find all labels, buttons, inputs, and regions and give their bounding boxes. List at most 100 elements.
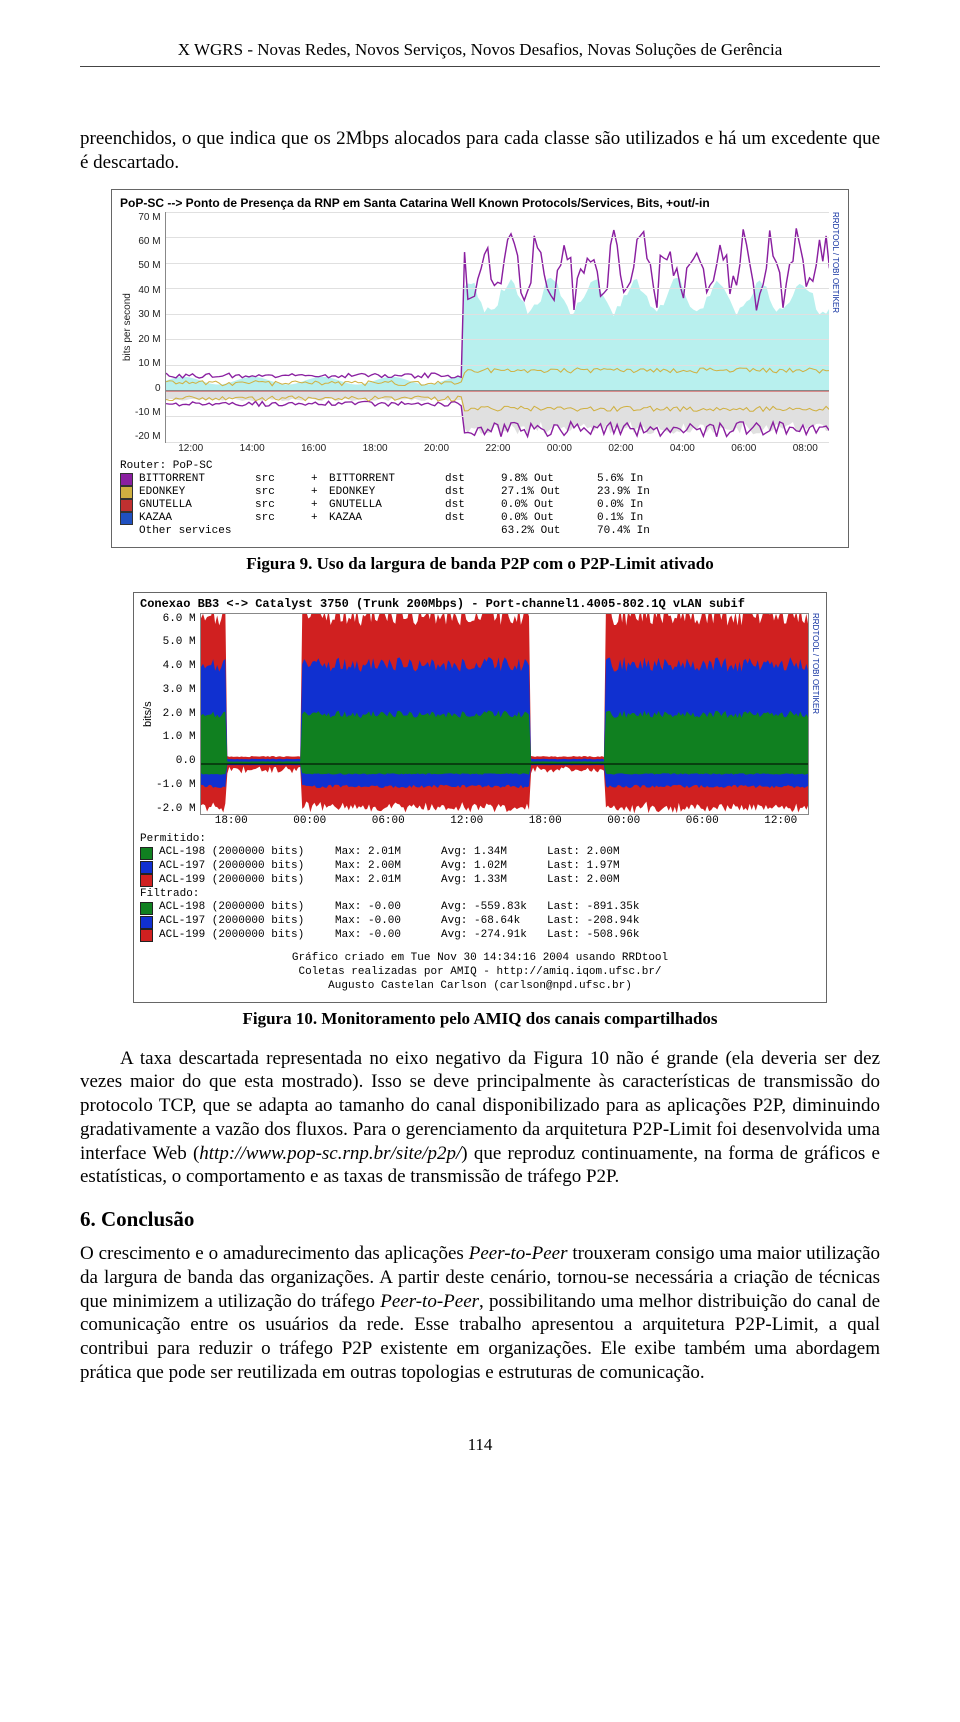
chart2-xaxis: 18:0000:0006:0012:0018:0000:0006:0012:00 xyxy=(140,815,820,827)
legend-avg: Avg: 1.02M xyxy=(441,860,541,874)
chart2-ytick: 1.0 M xyxy=(156,731,196,743)
chart1-legend-other: Other services xyxy=(139,525,249,538)
legend-dst: dst xyxy=(445,473,495,486)
chart1-ytick: -10 M xyxy=(135,407,161,418)
legend-name2: BITTORRENT xyxy=(329,473,439,486)
legend-out: 0.0% Out xyxy=(501,512,591,525)
legend-swatch xyxy=(140,929,153,942)
legend-in: 23.9% In xyxy=(597,486,677,499)
legend-in: 0.0% In xyxy=(597,499,677,512)
legend-out: 9.8% Out xyxy=(501,473,591,486)
legend-avg: Avg: -559.83k xyxy=(441,901,541,915)
chart2-ytick: 2.0 M xyxy=(156,708,196,720)
chart2-ytick: 6.0 M xyxy=(156,613,196,625)
legend-avg: Avg: -274.91k xyxy=(441,929,541,943)
legend-name: EDONKEY xyxy=(139,486,249,499)
chart1-legend-router: Router: PoP-SC xyxy=(120,460,230,473)
chart2-xtick: 12:00 xyxy=(742,815,821,827)
p3-a: O crescimento e o amadurecimento das apl… xyxy=(80,1243,469,1264)
chart1-ytick: 60 M xyxy=(135,236,161,247)
chart2-footer-2: Coletas realizadas por AMIQ - http://ami… xyxy=(140,965,820,979)
legend-last: Last: -891.35k xyxy=(547,901,647,915)
legend-src: src xyxy=(255,499,305,512)
chart2-plot xyxy=(200,613,809,815)
chart2-xtick: 18:00 xyxy=(506,815,585,827)
p3-i2: Peer-to-Peer xyxy=(380,1291,479,1312)
chart2-legend-row: ACL-198 (2000000 bits)Max: 2.01MAvg: 1.3… xyxy=(140,846,820,860)
chart1-xtick: 02:00 xyxy=(590,443,651,454)
legend-last: Last: 1.97M xyxy=(547,860,647,874)
running-head: X WGRS - Novas Redes, Novos Serviços, No… xyxy=(80,40,880,66)
section-6-title: 6. Conclusão xyxy=(80,1207,880,1232)
chart2-legend-row: ACL-197 (2000000 bits) Max: 2.00M Avg: 1.0… xyxy=(140,860,820,874)
legend-swatch xyxy=(120,486,133,499)
legend-dst: dst xyxy=(445,499,495,512)
legend-in: 0.1% In xyxy=(597,512,677,525)
legend-swatch xyxy=(140,916,153,929)
legend-dst: dst xyxy=(445,512,495,525)
chart2-xtick: 06:00 xyxy=(349,815,428,827)
chart1-xtick: 06:00 xyxy=(713,443,774,454)
legend-max: Max: -0.00 xyxy=(335,901,435,915)
chart2-filt-header: Filtrado: xyxy=(140,888,820,902)
chart1-legend-row: BITTORRENTsrc+BITTORRENTdst9.8% Out5.6% … xyxy=(120,473,840,486)
chart2-xtick: 00:00 xyxy=(271,815,350,827)
chart2-ylabel: bits/s xyxy=(140,613,156,815)
legend-swatch xyxy=(120,499,133,512)
chart2-ytick: 4.0 M xyxy=(156,660,196,672)
chart2-right-label: RRDTOOL / TOBI OETIKER xyxy=(809,613,820,815)
paragraph-3: O crescimento e o amadurecimento das apl… xyxy=(80,1242,880,1385)
chart1-right-label: RRDTOOL / TOBI OETIKER xyxy=(829,212,840,443)
figure-10-caption: Figura 10. Monitoramento pelo AMIQ dos c… xyxy=(80,1009,880,1029)
chart2-footer-3: Augusto Castelan Carlson (carlson@npd.uf… xyxy=(140,979,820,993)
chart1-yaxis: 70 M60 M50 M40 M30 M20 M10 M0-10 M-20 M xyxy=(135,212,165,443)
chart1-ytick: 20 M xyxy=(135,334,161,345)
chart1-xtick: 12:00 xyxy=(160,443,221,454)
legend-name2: GNUTELLA xyxy=(329,499,439,512)
legend-dst: dst xyxy=(445,486,495,499)
chart2-footer: Gráfico criado em Tue Nov 30 14:34:16 20… xyxy=(140,951,820,994)
legend-label: ACL-199 (2000000 bits) xyxy=(159,874,329,888)
chart2-legend-row: ACL-198 (2000000 bits) Max: -0.00 Avg: -55… xyxy=(140,901,820,915)
legend-name: GNUTELLA xyxy=(139,499,249,512)
legend-label: ACL-197 (2000000 bits) xyxy=(159,860,329,874)
p2-url: http://www.pop-sc.rnp.br/site/p2p/ xyxy=(199,1143,461,1164)
legend-plus: + xyxy=(311,486,323,499)
chart1-xtick: 08:00 xyxy=(775,443,836,454)
legend-max: Max: -0.00 xyxy=(335,915,435,929)
legend-max: Max: 2.01M xyxy=(335,846,435,860)
legend-label: ACL-197 (2000000 bits) xyxy=(159,915,329,929)
paragraph-2: A taxa descartada representada no eixo n… xyxy=(80,1047,880,1190)
legend-label: ACL-198 (2000000 bits) xyxy=(159,846,329,860)
chart2-ytick: -1.0 M xyxy=(156,779,196,791)
legend-plus: + xyxy=(311,473,323,486)
chart1-xtick: 14:00 xyxy=(221,443,282,454)
legend-swatch xyxy=(120,512,133,525)
legend-label: ACL-198 (2000000 bits) xyxy=(159,901,329,915)
legend-name2: KAZAA xyxy=(329,512,439,525)
legend-last: Last: 2.00M xyxy=(547,846,647,860)
chart1-xtick: 00:00 xyxy=(529,443,590,454)
chart2-ytick: 0.0 xyxy=(156,755,196,767)
p3-i1: Peer-to-Peer xyxy=(469,1243,568,1264)
chart1-legend-row: KAZAAsrc+KAZAAdst0.0% Out0.1% In xyxy=(120,512,840,525)
chart1-legend-row: GNUTELLAsrc+GNUTELLAdst0.0% Out0.0% In xyxy=(120,499,840,512)
chart2-xtick: 12:00 xyxy=(428,815,507,827)
chart1-ytick: 0 xyxy=(135,383,161,394)
legend-swatch xyxy=(140,874,153,887)
legend-max: Max: 2.00M xyxy=(335,860,435,874)
chart2-legend: Permitido: ACL-198 (2000000 bits)Max: 2.… xyxy=(140,833,820,943)
chart2-legend-row: ACL-199 (2000000 bits)Max: -0.00Avg: -27… xyxy=(140,929,820,943)
chart1-ylabel: bits per second xyxy=(120,212,135,443)
chart1-title: PoP-SC --> Ponto de Presença da RNP em S… xyxy=(120,196,840,210)
chart1-xtick: 20:00 xyxy=(406,443,467,454)
chart1-legend: Router: PoP-SC BITTORRENT src + BITTORRENT d… xyxy=(120,460,840,539)
legend-swatch xyxy=(140,847,153,860)
chart2-ytick: 5.0 M xyxy=(156,636,196,648)
legend-max: Max: -0.00 xyxy=(335,929,435,943)
chart1-xaxis: 12:0014:0016:0018:0020:0022:0000:0002:00… xyxy=(120,443,840,454)
legend-name: KAZAA xyxy=(139,512,249,525)
legend-out: 0.0% Out xyxy=(501,499,591,512)
legend-name: BITTORRENT xyxy=(139,473,249,486)
chart1-ytick: 50 M xyxy=(135,260,161,271)
